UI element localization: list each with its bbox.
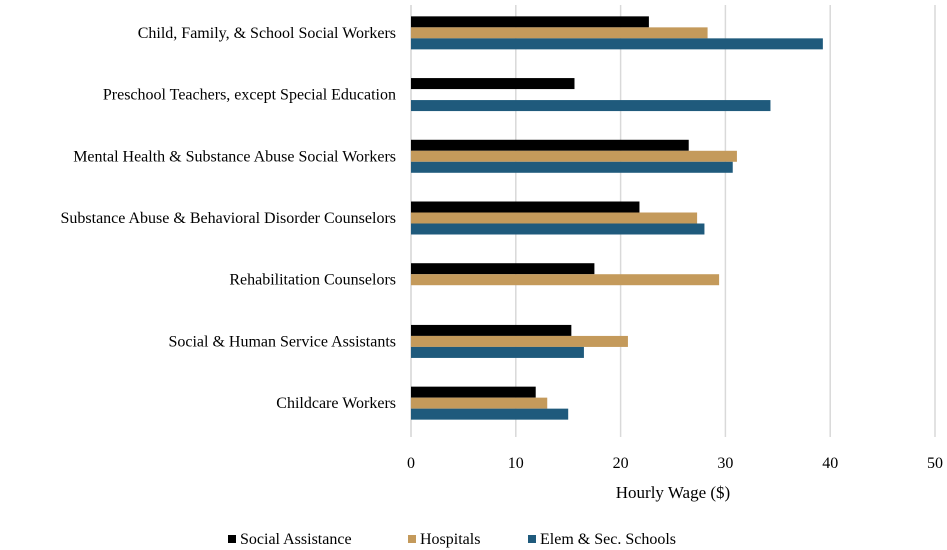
- bar: [411, 397, 548, 409]
- category-label: Substance Abuse & Behavioral Disorder Co…: [61, 210, 397, 227]
- x-tick-label: 10: [508, 455, 524, 472]
- bar: [411, 139, 689, 151]
- bar: [411, 161, 733, 173]
- bar: [411, 150, 737, 162]
- bar: [411, 324, 572, 336]
- legend-swatch: [408, 535, 416, 543]
- bar: [411, 263, 595, 275]
- bar: [411, 212, 698, 224]
- x-tick-label: 20: [613, 455, 629, 472]
- legend-swatch: [528, 535, 536, 543]
- x-tick-label: 0: [407, 455, 415, 472]
- bar: [411, 27, 708, 39]
- category-label: Childcare Workers: [276, 395, 396, 412]
- legend-label: Elem & Sec. Schools: [540, 531, 676, 548]
- category-label: Social & Human Service Assistants: [168, 333, 396, 350]
- bar: [411, 386, 536, 398]
- legend-swatch: [228, 535, 236, 543]
- x-tick-labels: 0 10 20 30 40 50: [407, 455, 943, 472]
- category-label: Mental Health & Substance Abuse Social W…: [73, 148, 396, 165]
- x-tick-label: 40: [822, 455, 838, 472]
- bar: [411, 335, 628, 347]
- bar: [411, 346, 584, 358]
- legend-label: Hospitals: [420, 531, 480, 548]
- category-label: Child, Family, & School Social Workers: [138, 25, 396, 42]
- legend: Social Assistance Hospitals Elem & Sec. Sc…: [228, 531, 676, 548]
- bar: [411, 274, 720, 286]
- category-label: Preschool Teachers, except Special Educa…: [103, 87, 396, 104]
- bar: [411, 78, 575, 90]
- bar: [411, 16, 649, 28]
- legend-label: Social Assistance: [240, 531, 352, 548]
- x-tick-label: 30: [717, 455, 733, 472]
- category-label: Rehabilitation Counselors: [229, 272, 396, 289]
- category-labels: Child, Family, & School Social Workers Pr…: [61, 25, 397, 412]
- bars: [411, 16, 823, 420]
- bar: [411, 223, 705, 235]
- x-tick-label: 50: [927, 455, 943, 472]
- bar: [411, 201, 640, 213]
- bar: [411, 38, 823, 50]
- x-axis-title: Hourly Wage ($): [616, 483, 730, 502]
- bar: [411, 100, 771, 112]
- bar: [411, 408, 569, 420]
